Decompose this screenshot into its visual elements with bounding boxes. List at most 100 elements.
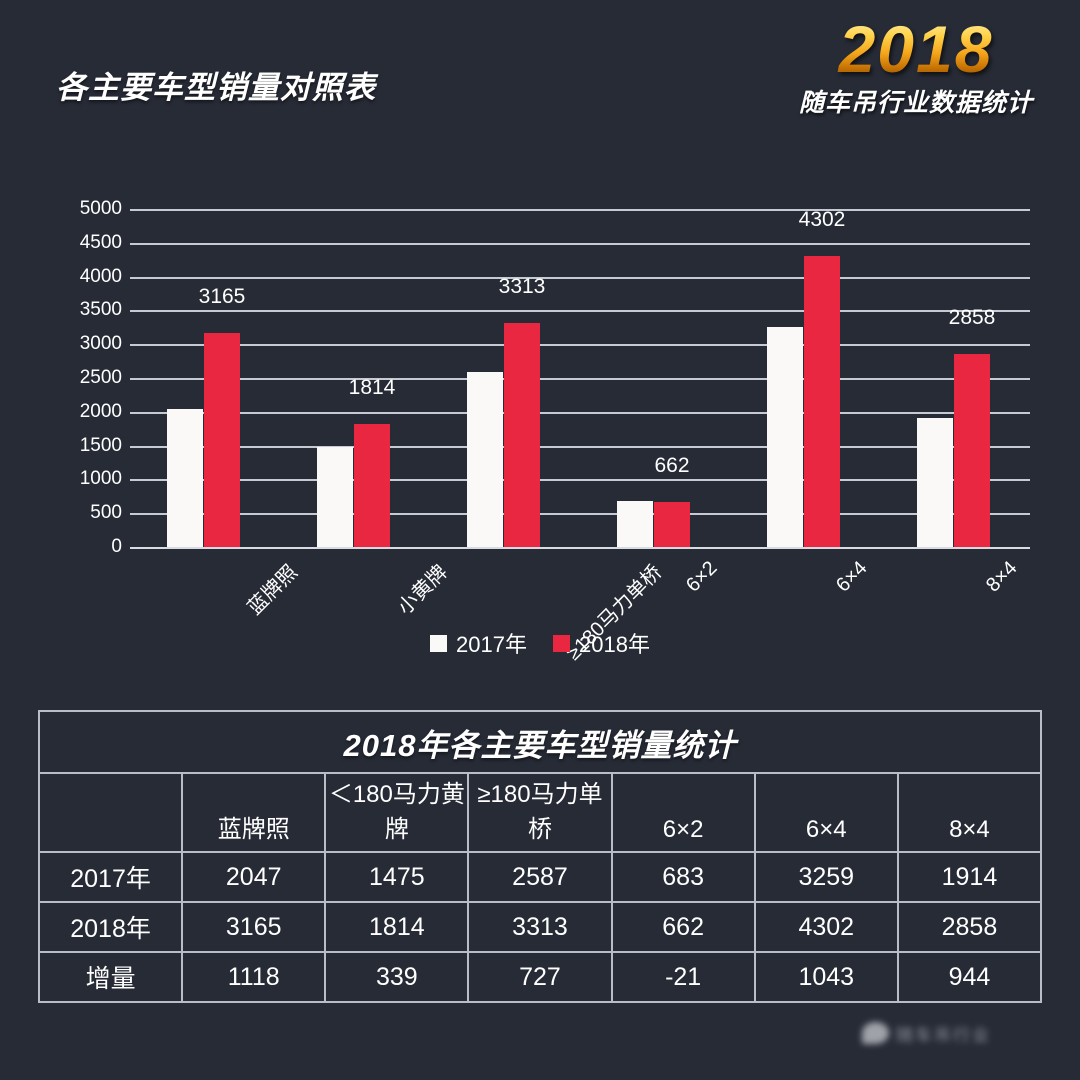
table-title: 2018年各主要车型销量统计 <box>38 710 1042 774</box>
summary-table: 2018年各主要车型销量统计 蓝牌照 ＜180马力黄牌 ≥180马力单桥 6×2 6×4 8… <box>37 710 1043 1003</box>
table-column-header: ＜180马力黄牌 <box>324 772 470 853</box>
table-column-header: 6×2 <box>610 772 756 853</box>
bar-group: 3313 <box>430 209 580 547</box>
table-cell: 1814 <box>324 901 470 953</box>
table-corner-cell <box>37 772 184 853</box>
y-axis-tick-label: 1000 <box>79 468 122 490</box>
x-axis-category-label: 小黄牌 <box>393 561 452 620</box>
table-cell: 2858 <box>896 901 1043 953</box>
y-axis-tick-label: 2000 <box>79 400 122 422</box>
table-row-header: 2017年 <box>37 851 184 903</box>
y-axis-tick-label: 3500 <box>79 299 122 321</box>
logo-year-text: 2018 <box>766 16 1066 82</box>
y-axis-tick-label: 3000 <box>79 333 122 355</box>
legend-label: 2017年 <box>456 632 527 657</box>
bar-2018 <box>504 323 540 547</box>
chart-legend: 2017年 2018年 <box>0 627 1080 659</box>
table-cell: 1914 <box>896 851 1043 903</box>
table-row-header: 2018年 <box>37 901 184 953</box>
bar-2018 <box>654 502 690 547</box>
legend-label: 2018年 <box>579 632 650 657</box>
gridline <box>130 344 1030 347</box>
gridline <box>130 378 1030 380</box>
table-column-header: 6×4 <box>753 772 899 853</box>
table-column-header: 蓝牌照 <box>181 772 327 853</box>
bar-value-label: 662 <box>654 454 690 478</box>
table-column-header: 8×4 <box>896 772 1043 853</box>
bar-group: 3165 <box>130 209 280 547</box>
legend-item: 2018年 <box>553 627 650 659</box>
bar-group: 2858 <box>880 209 1030 547</box>
table-cell: 3259 <box>753 851 899 903</box>
bar-value-label: 4302 <box>798 208 846 232</box>
table-title-row: 2018年各主要车型销量统计 <box>38 710 1042 774</box>
x-axis-category-label: 8×4 <box>981 557 1022 597</box>
table-row-header: 增量 <box>37 951 184 1003</box>
y-axis-tick-labels: 5000 4500 4000 3500 3000 2500 2000 1500 1000 500 0 <box>42 198 122 557</box>
table-row: 2018年 3165 1814 3313 662 4302 2858 <box>37 901 1043 953</box>
table-header-row: 蓝牌照 ＜180马力黄牌 ≥180马力单桥 6×2 6×4 8×4 <box>37 772 1043 853</box>
bar-value-label: 3165 <box>198 285 246 309</box>
gridline <box>130 310 1030 313</box>
logo-subtitle-text: 随车吊行业数据统计 <box>798 88 1033 117</box>
bar-value-label: 3313 <box>498 275 546 299</box>
table-column-header: ≥180马力单桥 <box>467 772 613 853</box>
x-axis-category-label: 6×4 <box>831 557 872 597</box>
bar-value-label: 2858 <box>948 305 996 329</box>
table-cell: 3165 <box>181 901 327 953</box>
page-title: 各主要车型销量对照表 <box>56 70 376 105</box>
bar-2018 <box>354 424 390 547</box>
y-axis-tick-label: 2500 <box>79 367 122 388</box>
bar-2017 <box>767 326 803 547</box>
y-axis-tick-label: 4500 <box>79 231 122 253</box>
table-cell: 683 <box>610 851 756 903</box>
gridline <box>130 479 1030 482</box>
bar-2018 <box>804 256 840 547</box>
bar-2017 <box>317 447 353 547</box>
y-axis-tick-label: 0 <box>111 536 122 557</box>
x-axis-category-label: 蓝牌照 <box>243 561 302 620</box>
y-axis-tick-label: 1500 <box>79 434 122 456</box>
y-axis-tick-label: 500 <box>90 502 122 524</box>
table-cell: 1118 <box>181 951 327 1003</box>
bar-2017 <box>167 408 203 547</box>
gridline <box>130 242 1030 245</box>
table-cell: 1475 <box>324 851 470 903</box>
bar-2018 <box>954 353 990 547</box>
table-cell: -21 <box>610 951 756 1003</box>
y-axis-tick-label: 5000 <box>79 198 122 219</box>
bar-2017 <box>467 372 503 547</box>
table-cell: 662 <box>610 901 756 953</box>
y-axis-tick-label: 4000 <box>79 265 122 287</box>
legend-swatch-icon <box>430 634 448 652</box>
bar-2017 <box>617 500 653 547</box>
table-cell: 4302 <box>753 901 899 953</box>
watermark-label: 随车吊行业 <box>896 1025 991 1045</box>
x-axis-line <box>130 547 1030 549</box>
x-axis-category-label: 6×2 <box>681 557 722 597</box>
table-cell: 339 <box>324 951 470 1003</box>
gridline <box>130 445 1030 448</box>
legend-swatch-icon <box>553 634 570 652</box>
bar-value-label: 1814 <box>348 376 396 400</box>
legend-item: 2017年 <box>430 627 527 659</box>
table-cell: 944 <box>896 951 1043 1003</box>
table-cell: 727 <box>467 951 613 1003</box>
table-cell: 1043 <box>753 951 899 1003</box>
table-cell: 3313 <box>467 901 613 953</box>
brand-logo: 2018 随车吊行业数据统计 <box>766 16 1066 119</box>
bar-2017 <box>917 417 953 547</box>
bar-chart: 5000 4500 4000 3500 3000 2500 2000 1500 1000 500 0… <box>0 165 1080 690</box>
gridline <box>130 411 1030 414</box>
gridline <box>130 276 1030 279</box>
bar-group: 662 <box>580 209 730 547</box>
header: 各主要车型销量对照表 2018 随车吊行业数据统计 <box>0 0 1080 165</box>
watermark: 随车吊行业 <box>862 1018 1048 1048</box>
bar-2018 <box>204 333 240 547</box>
summary-table-container: 2018年各主要车型销量统计 蓝牌照 ＜180马力黄牌 ≥180马力单桥 6×2 6×4 8… <box>37 710 1043 1003</box>
table-row: 2017年 2047 1475 2587 683 3259 1914 <box>37 851 1043 903</box>
watermark-logo-icon <box>862 1022 889 1044</box>
gridline <box>130 513 1030 516</box>
table-cell: 2587 <box>467 851 613 903</box>
plot-area: 3165 蓝牌照 1814 小黄牌 3313 ≥180马力单桥 662 6×2 4302 6×4 2… <box>130 208 1030 665</box>
